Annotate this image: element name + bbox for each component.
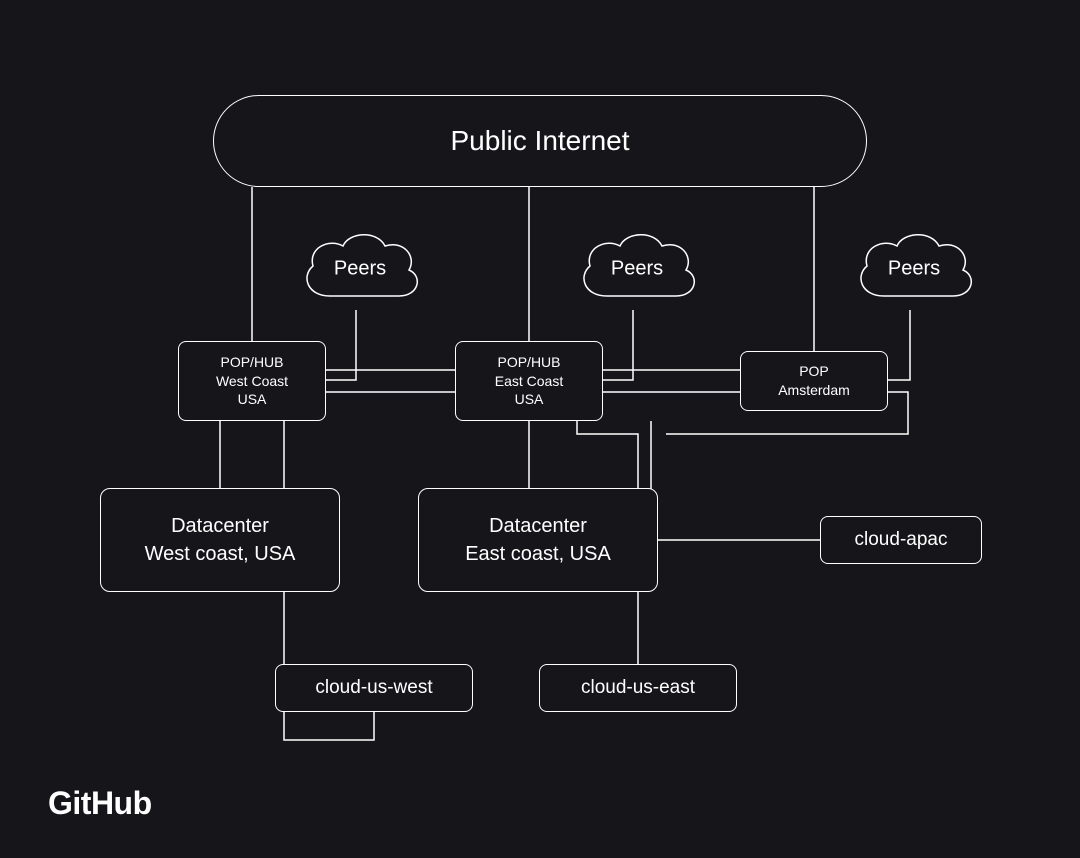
line: USA (515, 390, 544, 409)
line: Datacenter (489, 512, 587, 540)
line: POP/HUB (497, 353, 560, 372)
line: POP (799, 362, 829, 381)
node-cloud-us-west: cloud-us-west (275, 664, 473, 712)
node-pop-east: POP/HUB East Coast USA (455, 341, 603, 421)
line: USA (238, 390, 267, 409)
node-label: Public Internet (451, 125, 630, 157)
node-pop-amsterdam: POP Amsterdam (740, 351, 888, 411)
line: East coast, USA (465, 540, 611, 568)
node-datacenter-east: Datacenter East coast, USA (418, 488, 658, 592)
node-label: cloud-us-west (315, 677, 432, 699)
node-peers-3: Peers (849, 226, 979, 310)
line: East Coast (495, 372, 563, 391)
cloud-label: Peers (611, 258, 663, 281)
line: Datacenter (171, 512, 269, 540)
node-datacenter-west: Datacenter West coast, USA (100, 488, 340, 592)
line: West coast, USA (145, 540, 296, 568)
cloud-label: Peers (334, 258, 386, 281)
line: West Coast (216, 372, 288, 391)
node-cloud-apac: cloud-apac (820, 516, 982, 564)
node-label: cloud-us-east (581, 677, 695, 699)
node-peers-1: Peers (295, 226, 425, 310)
node-peers-2: Peers (572, 226, 702, 310)
line: POP/HUB (220, 353, 283, 372)
cloud-label: Peers (888, 258, 940, 281)
node-pop-west: POP/HUB West Coast USA (178, 341, 326, 421)
line: Amsterdam (778, 381, 850, 400)
node-public-internet: Public Internet (213, 95, 867, 187)
node-label: cloud-apac (855, 529, 948, 551)
node-cloud-us-east: cloud-us-east (539, 664, 737, 712)
